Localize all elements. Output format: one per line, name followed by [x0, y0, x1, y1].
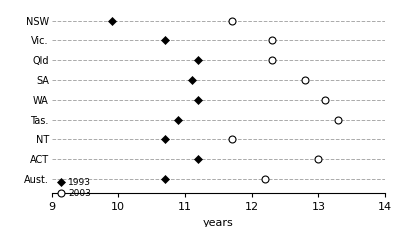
Legend: 1993, 2003: 1993, 2003: [56, 178, 91, 198]
X-axis label: years: years: [203, 217, 234, 227]
